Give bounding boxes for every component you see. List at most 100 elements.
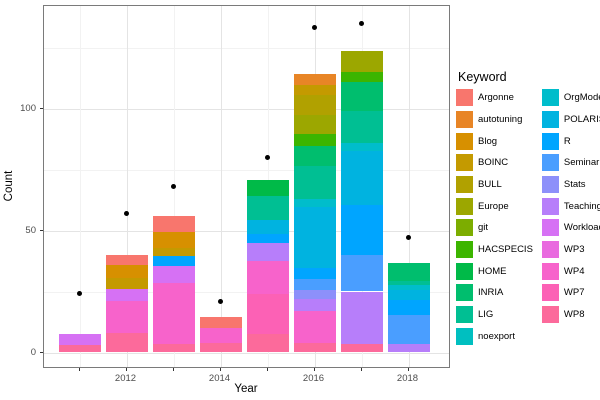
- bar-segment-2016-BOINC: [293, 85, 336, 96]
- legend-swatch-git: [456, 219, 473, 237]
- legend-label-BULL: BULL: [478, 178, 502, 190]
- bar-segment-2016-autotuning: [293, 74, 336, 86]
- legend-item-LIG: LIG: [456, 306, 533, 324]
- bar-segment-2015-WP4: [246, 261, 289, 294]
- legend-item-WP8: WP8: [541, 306, 600, 324]
- legend-label-Teaching: Teaching: [563, 200, 600, 212]
- legend-swatch-HACSPECIS: [456, 241, 473, 258]
- x-tick-2018: [407, 368, 409, 371]
- bar-segment-2013-Blog: [152, 231, 195, 248]
- legend-label-HACSPECIS: HACSPECIS: [478, 244, 533, 255]
- bar-segment-2012-Argonne: [105, 254, 148, 265]
- gridline-x-2014: [220, 6, 222, 367]
- legend-title: Keyword: [458, 70, 507, 84]
- legend-label-noexport: noexport: [478, 330, 515, 342]
- legend-item-Seminar: Seminar: [541, 154, 600, 172]
- bar-segment-2016-LIG: [293, 165, 336, 199]
- legend-item-git: git: [456, 219, 533, 237]
- legend-column-2: OrgMode POLARIS R Seminar Stats Teaching Workl…: [541, 89, 600, 328]
- bar-segment-2017-Teaching: [340, 291, 383, 344]
- bar-segment-2012-WP4: [105, 301, 148, 333]
- gridline-x-2012: [126, 6, 128, 367]
- legend-label-Workload: Workload: [563, 222, 600, 234]
- bar-segment-2015-R: [246, 234, 289, 243]
- legend-item-WP7: WP7: [541, 284, 600, 302]
- bar-segment-2017-WP8: [340, 343, 383, 353]
- legend-label-Seminar: Seminar: [563, 157, 600, 169]
- bar-segment-2016-WP8: [293, 342, 336, 353]
- bar-segment-2016-Europe: [293, 114, 336, 135]
- y-axis-title: Count: [3, 170, 15, 202]
- legend-label-R: R: [563, 135, 571, 147]
- bar-segment-2015-LIG: [246, 196, 289, 220]
- bar-segment-2016-Stats: [293, 290, 336, 299]
- data-point-2016: [312, 25, 317, 31]
- bar-segment-2017-LIG: [340, 110, 383, 143]
- bar-segment-2013-R: [152, 256, 195, 266]
- legend-item-Europe: Europe: [456, 197, 533, 215]
- legend: Keyword Argonne autotuning Blog BOINC BULL Eu…: [456, 70, 600, 349]
- legend-label-Argonne: Argonne: [478, 92, 514, 104]
- legend-item-Blog: Blog: [456, 132, 533, 150]
- data-point-2012: [124, 210, 129, 216]
- x-tick-2012: [125, 368, 127, 371]
- x-tick-2011: [78, 368, 80, 371]
- bar-segment-2016-R: [293, 268, 336, 280]
- bar-segment-2015-Teaching: [246, 242, 289, 261]
- legend-item-WP4: WP4: [541, 262, 600, 280]
- legend-swatch-Workload: [541, 219, 559, 237]
- x-tick-label-2014: 2014: [208, 373, 231, 384]
- legend-item-Stats: Stats: [541, 175, 600, 193]
- bar-segment-2013-BOINC: [152, 247, 195, 257]
- bar-segment-2016-INRIA: [293, 146, 336, 166]
- bar-segment-2012-WP8: [105, 332, 148, 353]
- bar-segment-2012-Blog: [105, 264, 148, 279]
- y-tick-0: [40, 351, 43, 353]
- legend-swatch-WP8: [541, 306, 559, 324]
- legend-swatch-Blog: [456, 132, 473, 150]
- bar-segment-2016-Seminar: [293, 279, 336, 291]
- legend-item-POLARIS: POLARIS: [541, 110, 600, 128]
- x-tick-2017: [360, 368, 362, 371]
- bar-segment-2018-INRIA: [387, 263, 430, 281]
- legend-label-BOINC: BOINC: [478, 157, 509, 169]
- legend-label-WP7: WP7: [563, 287, 585, 299]
- y-tick-label-100: 100: [20, 102, 36, 114]
- bar-segment-2013-WP8: [152, 343, 195, 353]
- legend-item-R: R: [541, 132, 600, 150]
- bar-segment-2018-LIG: [387, 280, 430, 286]
- legend-label-autotuning: autotuning: [478, 113, 523, 125]
- legend-item-Teaching: Teaching: [541, 197, 600, 215]
- legend-item-noexport: noexport: [456, 327, 533, 345]
- bar-segment-2012-BOINC: [105, 278, 148, 290]
- bar-segment-2016-POLARIS: [293, 207, 336, 269]
- bar-segment-2018-Seminar: [387, 314, 430, 344]
- x-axis-title: Year: [234, 383, 258, 395]
- data-point-2011: [77, 291, 82, 297]
- bar-segment-2016-HACSPECIS: [293, 134, 336, 147]
- plot-panel: [43, 5, 450, 368]
- bar-segment-2017-Seminar: [340, 254, 383, 292]
- legend-item-HACSPECIS: HACSPECIS: [456, 241, 533, 258]
- legend-swatch-autotuning: [456, 110, 473, 128]
- bar-segment-2012-Workload: [105, 289, 148, 302]
- x-tick-2013: [172, 368, 174, 371]
- bar-segment-2013-WP4: [152, 282, 195, 344]
- legend-column-1: Argonne autotuning Blog BOINC BULL Europe git H…: [456, 89, 533, 349]
- bar-segment-2016-OrgMode: [293, 198, 336, 208]
- legend-item-WP3: WP3: [541, 241, 600, 258]
- bar-segment-2015-POLARIS: [246, 219, 289, 235]
- bar-segment-2014-WP4: [199, 328, 242, 343]
- legend-item-Argonne: Argonne: [456, 89, 533, 107]
- bar-segment-2013-Workload: [152, 265, 195, 283]
- data-point-2017: [359, 20, 364, 26]
- data-point-2015: [265, 154, 270, 160]
- legend-label-INRIA: INRIA: [478, 287, 504, 299]
- bar-segment-2015-HOME: [246, 180, 289, 197]
- bar-segment-2018-R: [387, 300, 430, 315]
- legend-swatch-WP7: [541, 284, 559, 302]
- legend-item-Workload: Workload: [541, 219, 600, 237]
- legend-label-HOME: HOME: [478, 265, 507, 277]
- x-tick-2016: [313, 368, 315, 371]
